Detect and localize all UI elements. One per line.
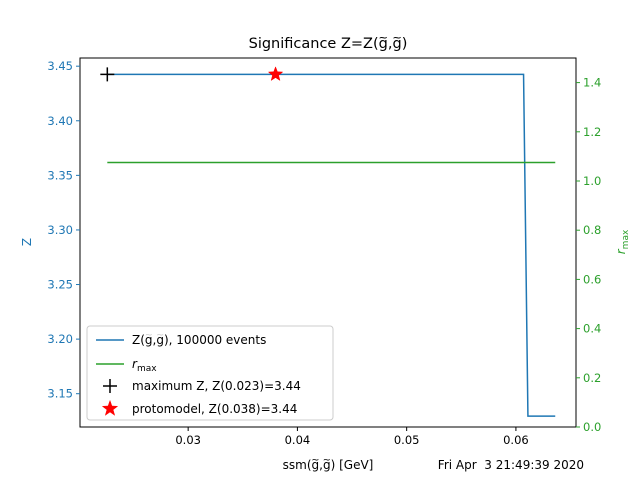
y-left-tick-label: 3.15 (47, 387, 73, 401)
y-left-tick-label: 3.30 (47, 223, 73, 237)
y-right-tick-label: 0.4 (583, 322, 601, 336)
series-z-line (107, 73, 556, 417)
tilde-accent: ~ (311, 455, 319, 466)
plot-area (100, 66, 556, 417)
timestamp: Fri Apr 3 21:49:39 2020 (438, 458, 584, 472)
legend-star-icon (101, 399, 119, 416)
y-right-tick-label: 1.0 (583, 174, 601, 188)
y-right-tick-label: 0.8 (583, 223, 601, 237)
xlabel-g-1: g (312, 458, 320, 472)
x-axis-label: ssm(g,g) [GeV] (283, 458, 374, 472)
y-axis-left-label: Z (20, 238, 34, 246)
y-left-tick-label: 3.45 (47, 59, 73, 73)
y-axis-right: 0.0 0.2 0.4 0.6 0.8 1.0 1.2 1.4 (576, 76, 601, 434)
y-right-tick-label: 1.2 (583, 125, 601, 139)
tilde-accent: ~ (392, 30, 402, 44)
title-g-1: g (379, 36, 388, 52)
plot-frame (79, 57, 577, 428)
legend-plus-icon (103, 379, 117, 393)
y-right-tick-label: 1.4 (583, 76, 601, 90)
protomodel-marker (267, 66, 284, 82)
tilde-accent: ~ (378, 30, 388, 44)
y-right-tick-label: 0.0 (583, 420, 601, 434)
x-tick-label: 0.03 (175, 433, 201, 447)
title-g-2: g (392, 36, 401, 52)
legend-label-z: Z(g,g), 100000 events (132, 333, 266, 347)
legend-g-2: g (156, 333, 164, 347)
legend: Z(g,g), 100000 events rmax maximum Z, Z(… (86, 325, 334, 421)
svg-text:Significance Z=Z(g,g): Significance Z=Z(g,g) (249, 36, 408, 52)
x-tick-label: 0.05 (394, 433, 420, 447)
y-axis-left: 3.15 3.20 3.25 3.30 3.35 3.40 3.45 (47, 59, 80, 401)
xlabel-g-2: g (323, 458, 331, 472)
y-left-tick-label: 3.35 (47, 168, 73, 182)
tilde-accent: ~ (323, 455, 331, 466)
y-left-tick-label: 3.20 (47, 332, 73, 346)
y-axis-right-label: rmax (614, 229, 631, 254)
chart-title: Significance Z=Z(g,g) (249, 36, 408, 52)
legend-label-protomodel: protomodel, Z(0.038)=3.44 (132, 402, 297, 416)
x-axis: 0.03 0.04 0.05 0.06 (175, 427, 529, 447)
y-right-tick-label: 0.2 (583, 371, 601, 385)
legend-box (86, 325, 334, 421)
legend-label-rmax: rmax (132, 357, 157, 374)
legend-label-maximum: maximum Z, Z(0.023)=3.44 (132, 379, 301, 393)
x-tick-label: 0.04 (285, 433, 311, 447)
y-left-tick-label: 3.40 (47, 114, 73, 128)
x-tick-label: 0.06 (503, 433, 529, 447)
maximum-z-marker (100, 67, 115, 82)
y-left-tick-label: 3.25 (47, 278, 73, 292)
y-right-tick-label: 0.6 (583, 272, 601, 286)
legend-g-1: g (145, 333, 153, 347)
